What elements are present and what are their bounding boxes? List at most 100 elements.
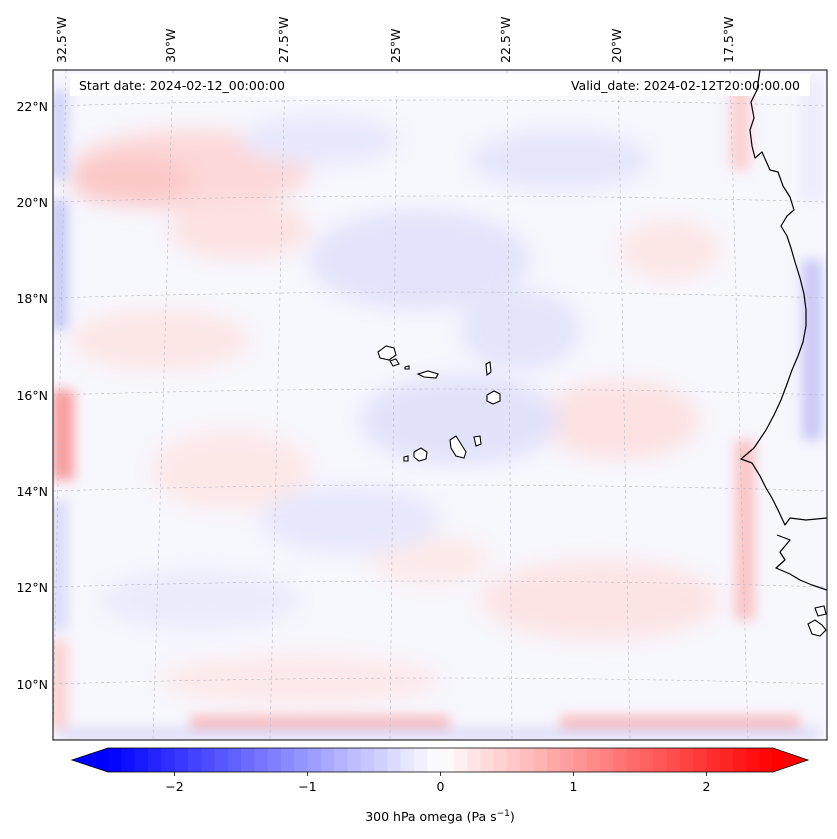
- lat-label: 12°N: [16, 580, 48, 595]
- colorbar-segment: [147, 748, 162, 772]
- grid-parallel: [53, 99, 827, 107]
- island-santa-luzia: [404, 365, 410, 370]
- colorbar-segment: [746, 748, 761, 772]
- colorbar-extend-max: [772, 748, 808, 772]
- lon-label: 32.5°W: [54, 17, 69, 63]
- lon-label: 30°W: [163, 28, 178, 63]
- colorbar-segment: [387, 748, 402, 772]
- field-patch: [460, 290, 580, 370]
- grid-meridian: [53, 70, 67, 740]
- colorbar-tick-label: 0: [437, 779, 445, 794]
- field-patch: [480, 560, 720, 640]
- colorbar-segment: [679, 748, 694, 772]
- colorbar-segment: [666, 748, 681, 772]
- colorbar-segment: [267, 748, 282, 772]
- colorbar-segment: [520, 748, 535, 772]
- colorbar: −2 −1 0 1 2 300 hPa omega (Pa s−1): [70, 747, 810, 824]
- colorbar-segment: [600, 748, 614, 772]
- grid-meridian: [506, 70, 513, 740]
- island-brava: [403, 455, 409, 462]
- colorbar-segment: [161, 748, 176, 772]
- lat-label: 14°N: [16, 484, 48, 499]
- map-panel: Start date: 2024-02-12_00:00:00 Valid_da…: [16, 17, 828, 741]
- grid-meridian: [729, 70, 749, 740]
- grid-meridian: [617, 70, 631, 740]
- field-patch: [53, 390, 74, 480]
- colorbar-extend-min: [72, 748, 109, 772]
- field-patch: [560, 716, 800, 730]
- colorbar-segment: [613, 748, 628, 772]
- colorbar-segment: [560, 748, 575, 772]
- grid-meridian: [152, 70, 174, 740]
- grid-parallel: [53, 580, 827, 588]
- colorbar-segment: [546, 748, 561, 772]
- field-patch: [53, 90, 68, 180]
- colorbar-segment: [334, 748, 348, 772]
- colorbar-segment: [241, 748, 255, 772]
- omega-field: [53, 70, 827, 740]
- colorbar-label: 300 hPa omega (Pa s−1): [365, 809, 515, 824]
- colorbar-tick-label: 2: [703, 779, 711, 794]
- colorbar-segment: [227, 748, 242, 772]
- colorbar-tick-label: −1: [298, 779, 316, 794]
- field-patch: [150, 430, 310, 510]
- colorbar-segment: [507, 748, 521, 772]
- grid-parallel: [53, 388, 827, 396]
- coastline-gambia-guinea: [775, 534, 827, 591]
- field-patch: [310, 210, 530, 310]
- colorbar-segment: [586, 748, 601, 772]
- colorbar-segment: [467, 748, 481, 772]
- colorbar-segment: [254, 748, 269, 772]
- start-date-label: Start date: 2024-02-12_00:00:00: [79, 78, 285, 93]
- colorbar-segment: [759, 748, 774, 772]
- longitude-labels: 32.5°W 30°W 27.5°W 25°W 22.5°W 20°W 17.5…: [54, 17, 736, 63]
- field-patch: [470, 130, 650, 190]
- cape-verde-islands: [377, 345, 501, 462]
- field-patch: [53, 200, 68, 330]
- field-patch: [260, 485, 440, 555]
- colorbar-segment: [174, 748, 189, 772]
- colorbar-segment: [134, 748, 149, 772]
- colorbar-segment: [719, 748, 734, 772]
- lat-label: 16°N: [16, 388, 48, 403]
- grid-meridian: [269, 70, 286, 740]
- field-patch: [240, 115, 400, 165]
- colorbar-segment: [360, 748, 375, 772]
- grid-meridian: [389, 70, 398, 740]
- island-sal: [485, 361, 492, 377]
- field-patch: [735, 440, 755, 620]
- title-band: [70, 74, 810, 96]
- colorbar-segment: [320, 748, 335, 772]
- lat-label: 18°N: [16, 291, 48, 306]
- grid-parallel: [53, 484, 827, 492]
- colorbar-segment: [533, 748, 548, 772]
- lat-label: 10°N: [16, 677, 48, 692]
- coastal-island: [814, 605, 827, 617]
- colorbar-segment: [280, 748, 295, 772]
- field-patch: [70, 310, 250, 370]
- valid-date-label: Valid_date: 2024-02-12T20:00:00.00: [571, 78, 800, 93]
- island-boa-vista: [486, 390, 501, 405]
- colorbar-segment: [706, 748, 721, 772]
- colorbar-segment: [121, 748, 136, 772]
- colorbar-outline: [70, 747, 810, 773]
- grid-parallel: [53, 195, 827, 203]
- colorbar-segment: [294, 748, 309, 772]
- colorbar-segment: [374, 748, 388, 772]
- field-patch: [160, 655, 440, 705]
- graticule: [53, 70, 827, 740]
- colorbar-segment: [453, 748, 468, 772]
- colorbar-tick-label: −2: [165, 779, 183, 794]
- colorbar-segment: [733, 748, 747, 772]
- field-patch: [53, 640, 68, 730]
- colorbar-segment: [108, 748, 122, 772]
- field-patch: [802, 260, 822, 440]
- colorbar-segment: [347, 748, 362, 772]
- colorbar-segment: [400, 748, 415, 772]
- field-patch: [70, 155, 190, 205]
- field-patch: [170, 200, 310, 260]
- field-patch: [540, 380, 700, 460]
- island-sao-nicolau: [416, 370, 439, 379]
- lon-label: 22.5°W: [498, 17, 513, 63]
